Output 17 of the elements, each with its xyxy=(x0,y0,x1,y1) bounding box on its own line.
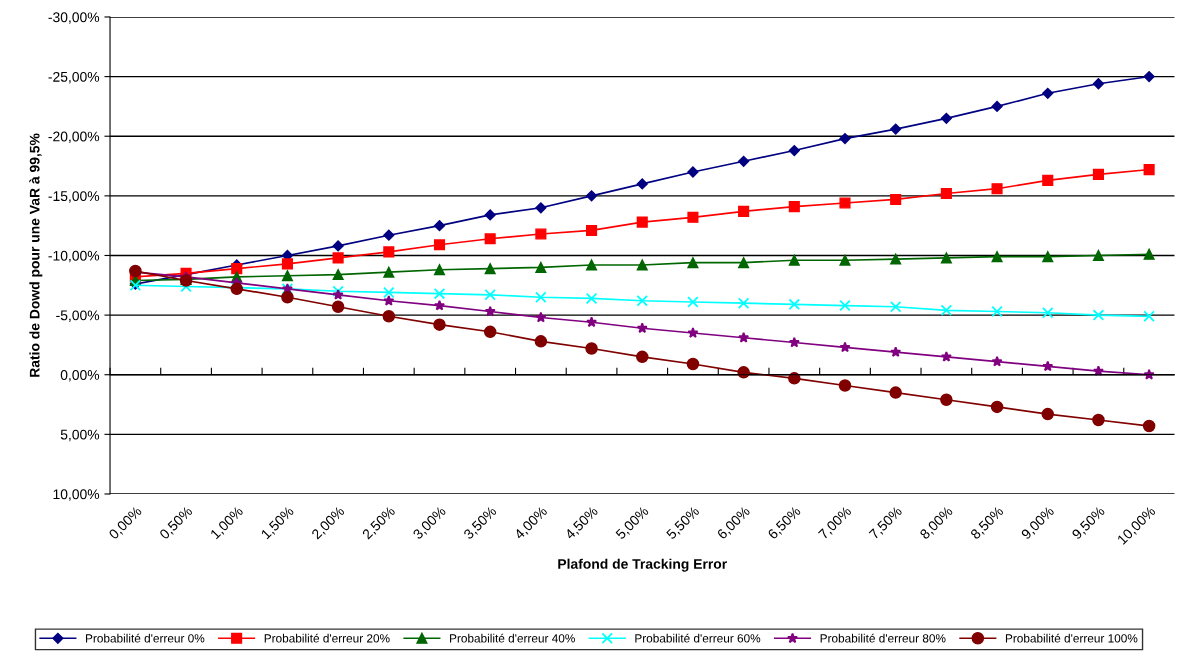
y-tick-label: 0,00% xyxy=(60,370,100,382)
y-tick-label: 5,00% xyxy=(60,429,100,442)
legend-label: Probabilité d'erreur 80% xyxy=(820,633,946,643)
legend-label: Probabilité d'erreur 60% xyxy=(635,633,761,643)
y-tick-label: -20,00% xyxy=(48,131,100,144)
y-axis-title: Ratio de Dowd pour une VaR à 99,5% xyxy=(29,133,43,377)
x-axis-title: Plafond de Tracking Error xyxy=(558,558,727,572)
y-tick-label: -30,00% xyxy=(48,12,100,24)
legend-label: Probabilité d'erreur 0% xyxy=(86,633,205,643)
y-tick-label: -10,00% xyxy=(48,250,100,263)
y-tick-label: -5,00% xyxy=(56,310,100,322)
legend-label: Probabilité d'erreur 40% xyxy=(450,633,575,643)
y-tick-label: -15,00% xyxy=(48,191,100,203)
legend-label: Probabilité d'erreur 100% xyxy=(1005,633,1138,643)
legend-label: Probabilité d'erreur 20% xyxy=(264,633,390,643)
y-tick-label: -25,00% xyxy=(48,71,100,84)
y-tick-label: 10,00% xyxy=(53,489,100,501)
